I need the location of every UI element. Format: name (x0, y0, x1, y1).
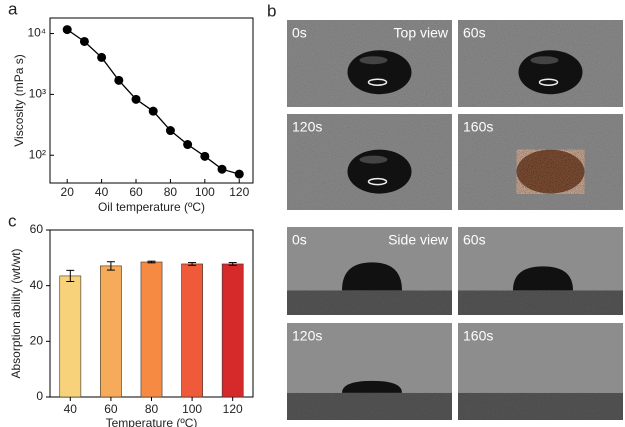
photo-label: 60s (463, 232, 486, 248)
x-axis-title: Temperature (ºC) (106, 416, 198, 427)
photo: 60s (458, 20, 623, 107)
photo: 120s (287, 323, 452, 420)
y-axis-title: Viscosity (mPa s) (12, 54, 26, 146)
photo: 0s Side view (287, 227, 452, 315)
substrate (458, 393, 623, 420)
x-tick-label: 40 (64, 402, 78, 416)
photo-label: 60s (463, 25, 486, 41)
bar (141, 262, 162, 397)
x-axis-title: Oil temperature (ºC) (98, 200, 205, 214)
data-point (149, 107, 158, 116)
y-tick-label: 10⁴ (27, 26, 46, 40)
photo-caption: Top view (394, 25, 449, 41)
bar (100, 266, 121, 397)
photo-label: 120s (292, 119, 322, 135)
y-tick-label: 10³ (29, 87, 46, 101)
photo: 60s (458, 227, 623, 315)
x-tick-label: 100 (195, 185, 215, 199)
photo: 160s (458, 114, 623, 210)
y-tick-label: 20 (30, 334, 44, 348)
data-point (183, 140, 192, 149)
y-tick-label: 40 (30, 278, 44, 292)
data-point (218, 165, 227, 174)
photo-label: 160s (463, 328, 493, 344)
x-tick-label: 100 (182, 402, 202, 416)
photo: 120s (287, 114, 452, 210)
substrate (458, 290, 623, 315)
x-tick-label: 60 (129, 185, 143, 199)
data-point (114, 76, 123, 85)
photo: 160s (458, 323, 623, 420)
substrate (287, 290, 452, 315)
y-tick-label: 0 (36, 389, 43, 403)
photo-label: 0s (292, 25, 307, 41)
y-tick-label: 10² (29, 147, 46, 161)
residue (517, 150, 585, 194)
x-tick-label: 60 (104, 402, 118, 416)
substrate (287, 393, 452, 420)
y-axis-title: Absorption ability (wt/wt) (9, 248, 23, 378)
photo-label: 160s (463, 119, 493, 135)
x-tick-label: 80 (145, 402, 159, 416)
panel-label: a (8, 0, 18, 18)
data-point (132, 95, 141, 104)
y-tick-label: 60 (30, 222, 44, 236)
x-tick-label: 120 (223, 402, 243, 416)
x-tick-label: 80 (164, 185, 178, 199)
droplet-shine (360, 56, 388, 64)
data-line (67, 30, 239, 174)
bar (60, 276, 81, 397)
photo: 0s Top view (287, 20, 452, 107)
photo-label: 120s (292, 328, 322, 344)
droplet-shine (360, 156, 388, 164)
panel-label: c (8, 211, 17, 230)
figure: 20 40 60 80 100 120 10² 10³ 10⁴ Oil temperature (… (0, 0, 625, 427)
photo-caption: Side view (388, 232, 449, 248)
data-point (80, 37, 89, 46)
panel-label: b (267, 1, 276, 20)
x-tick-label: 120 (229, 185, 249, 199)
data-point (166, 126, 175, 135)
data-point (97, 53, 106, 62)
bar (222, 264, 243, 397)
data-point (235, 170, 244, 179)
bar (182, 264, 203, 397)
photo-label: 0s (292, 232, 307, 248)
x-tick-label: 20 (61, 185, 75, 199)
x-tick-label: 40 (95, 185, 109, 199)
data-point (63, 25, 72, 34)
droplet-shine (531, 56, 559, 64)
data-point (200, 152, 209, 161)
